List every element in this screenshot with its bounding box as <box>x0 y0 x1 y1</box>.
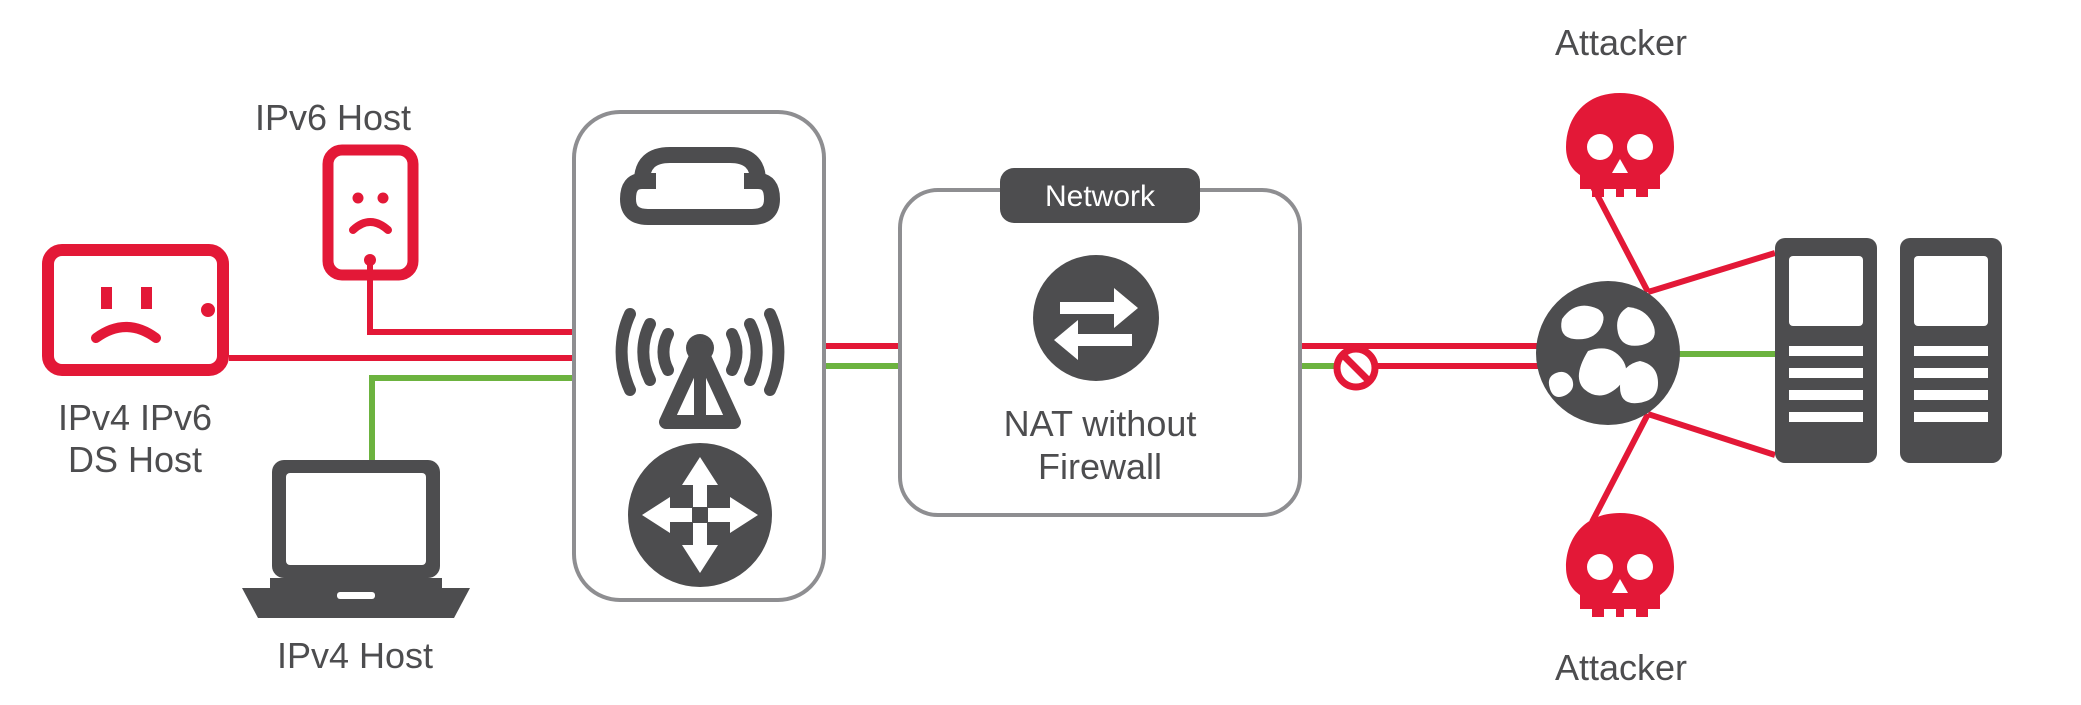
tablet-device-icon <box>48 250 223 370</box>
ipv6-host-label: IPv6 Host <box>255 97 411 138</box>
ds-host-label-2: DS Host <box>68 439 202 480</box>
skull-bottom-icon <box>1566 513 1674 617</box>
nat-label-2: Firewall <box>1038 446 1162 487</box>
laptop-device-icon <box>242 460 470 618</box>
skull-top-icon <box>1566 93 1674 197</box>
ds-host-label-1: IPv4 IPv6 <box>58 397 212 438</box>
globe-icon <box>1536 281 1680 425</box>
nat-icon <box>1033 255 1159 381</box>
edge-skullbot-server <box>1648 414 1775 455</box>
edge-globe-skulltop <box>1592 185 1648 292</box>
diagram-canvas: IPv4 IPv6 DS Host IPv6 Host IPv4 Host <box>0 0 2081 705</box>
edge-skulltop-server <box>1648 253 1775 292</box>
nat-label-1: NAT without <box>1004 403 1197 444</box>
edge-globe-skullbot <box>1592 414 1648 522</box>
attacker-top-label: Attacker <box>1555 22 1687 63</box>
attacker-bottom-label: Attacker <box>1555 647 1687 688</box>
phone-device-icon <box>328 150 413 275</box>
network-badge-label: Network <box>1045 180 1156 213</box>
server-1-icon <box>1775 238 1877 463</box>
block-icon <box>1335 347 1377 389</box>
server-2-icon <box>1900 238 2002 463</box>
ipv4-host-label: IPv4 Host <box>277 635 433 676</box>
router-icon <box>628 443 772 587</box>
